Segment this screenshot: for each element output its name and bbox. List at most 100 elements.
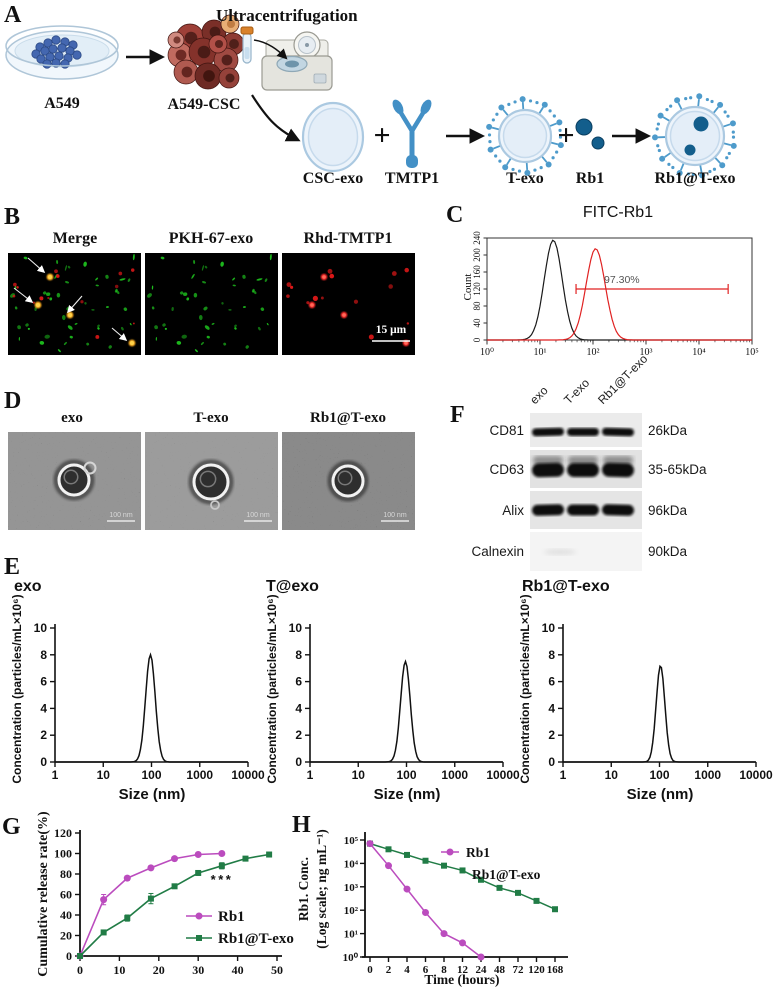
- f-mw-alix: 96kDa: [648, 503, 688, 518]
- panel-g-release-chart: 0 20 40 60 80 100 120 0 10 20 30 40 50 Rb1 Rb1@T-exo **…: [54, 826, 294, 977]
- rb1-drug-icon: [575, 118, 605, 150]
- b-image-2: [282, 253, 415, 355]
- panel-e-nta-2: 0 2 4 6 8 10 1 10 100 1000 10000: [542, 621, 773, 782]
- svg-text:4: 4: [548, 701, 555, 715]
- svg-text:160: 160: [472, 265, 482, 279]
- svg-text:0: 0: [472, 337, 482, 342]
- panel-b-fluorescence: [8, 253, 415, 355]
- svg-text:10⁴: 10⁴: [344, 858, 359, 870]
- svg-text:1: 1: [52, 768, 59, 782]
- svg-text:100: 100: [141, 768, 161, 782]
- e-ylabel-3: Concentration (particles/mL×10⁶): [518, 594, 532, 784]
- panel-c-flow-histogram: 0 40 80 120 160 200 240 10⁰ 10¹ 10² 10³ 10⁴ 10⁵ 97.30…: [472, 231, 759, 358]
- svg-text:0: 0: [367, 964, 373, 976]
- svg-text:10¹: 10¹: [344, 929, 358, 941]
- flow-curve-FITC-Rb1: [487, 248, 752, 341]
- b-image-1: [145, 253, 278, 355]
- e-title-rb1-t-exo: Rb1@T-exo: [522, 578, 610, 595]
- ultracentrifuge-icon: [261, 31, 333, 91]
- d-title-exo: exo: [61, 410, 83, 426]
- panel-label-e: E: [4, 554, 21, 580]
- svg-text:8: 8: [441, 964, 447, 976]
- svg-text:6: 6: [423, 964, 429, 976]
- svg-text:72: 72: [513, 964, 525, 976]
- svg-text:50: 50: [271, 963, 283, 977]
- t-exo-icon: [486, 96, 564, 176]
- svg-text:10³: 10³: [344, 882, 359, 894]
- b-merge-content: [10, 253, 136, 353]
- svg-text:120: 120: [528, 964, 545, 976]
- svg-text:0: 0: [77, 963, 83, 977]
- flow-curve-control: [487, 239, 752, 341]
- svg-text:120: 120: [472, 282, 482, 296]
- svg-text:80: 80: [472, 301, 482, 311]
- svg-text:1: 1: [307, 768, 314, 782]
- d-title-t-exo: T-exo: [193, 410, 229, 426]
- sample-tube-icon: [240, 26, 254, 64]
- svg-text:10: 10: [605, 768, 619, 782]
- a549-label: A549: [44, 95, 80, 112]
- vesicle-2: [331, 464, 365, 498]
- cancer-stem-cell-cluster-icon: [167, 14, 245, 90]
- svg-text:4: 4: [40, 701, 47, 715]
- c-title: FITC-Rb1: [582, 204, 654, 221]
- b-title-pkh: PKH-67-exo: [168, 230, 254, 247]
- svg-text:+: +: [557, 119, 574, 152]
- svg-text:100: 100: [649, 768, 669, 782]
- panel-d-tem: [8, 432, 415, 530]
- rb1-t-exo-label: Rb1@T-exo: [654, 170, 736, 187]
- svg-text:10⁵: 10⁵: [344, 835, 359, 847]
- svg-text:20: 20: [60, 929, 72, 943]
- d-scale-2: 100 nm: [246, 512, 270, 519]
- e-ylabel-2: Concentration (particles/mL×10⁶): [265, 594, 279, 784]
- svg-text:168: 168: [547, 964, 564, 976]
- svg-text:10: 10: [352, 768, 366, 782]
- panel-e-nta-0: 0 2 4 6 8 10 1 10 100 1000 10000: [34, 621, 265, 782]
- e-xlabel-2: Size (nm): [373, 786, 441, 803]
- e-title-exo: exo: [14, 578, 42, 595]
- svg-text:40: 40: [472, 318, 482, 328]
- svg-text:100: 100: [54, 847, 72, 861]
- panel-label-d: D: [4, 388, 22, 414]
- tmtp1-peptide-icon: [392, 99, 432, 168]
- panel-label-a: A: [4, 2, 22, 28]
- svg-text:10000: 10000: [486, 768, 520, 782]
- e-ylabel-1: Concentration (particles/mL×10⁶): [10, 594, 24, 784]
- panel-a-schematic: + +: [5, 14, 737, 179]
- svg-text:10: 10: [97, 768, 111, 782]
- svg-text:10³: 10³: [640, 347, 653, 358]
- svg-text:Rb1: Rb1: [466, 845, 490, 860]
- f-protein-calnexin: Calnexin: [471, 544, 524, 559]
- d-scale-3: 100 nm: [383, 512, 407, 519]
- svg-text:10000: 10000: [231, 768, 265, 782]
- svg-text:1000: 1000: [441, 768, 468, 782]
- blot-band-faint: [544, 549, 576, 555]
- svg-text:0: 0: [66, 949, 72, 963]
- petri-dish-icon: [5, 25, 119, 80]
- b-rhd-content: [286, 267, 410, 347]
- svg-text:48: 48: [494, 964, 506, 976]
- svg-text:10⁴: 10⁴: [692, 347, 706, 358]
- svg-text:60: 60: [60, 888, 72, 902]
- svg-text:4: 4: [404, 964, 410, 976]
- svg-text:Rb1: Rb1: [218, 909, 245, 925]
- tmtp1-label: TMTP1: [384, 170, 440, 187]
- e-xlabel-3: Size (nm): [626, 786, 694, 803]
- svg-text:40: 40: [232, 963, 244, 977]
- svg-text:1000: 1000: [186, 768, 213, 782]
- svg-text:24: 24: [476, 964, 488, 976]
- svg-text:***: ***: [211, 872, 234, 887]
- d-title-rb1-t-exo: Rb1@T-exo: [310, 410, 386, 426]
- svg-text:200: 200: [472, 248, 482, 262]
- svg-text:10: 10: [289, 621, 303, 635]
- svg-text:10²: 10²: [344, 905, 359, 917]
- csc-exo-icon: [301, 101, 365, 173]
- f-protein-cd81: CD81: [489, 423, 524, 438]
- ultracentrifugation-label: Ultracentrifugation: [216, 6, 358, 25]
- svg-text:8: 8: [548, 648, 555, 662]
- blot-band: [567, 504, 599, 516]
- nta-curve: [55, 652, 248, 763]
- blot-band: [532, 462, 564, 478]
- svg-text:2: 2: [40, 728, 47, 742]
